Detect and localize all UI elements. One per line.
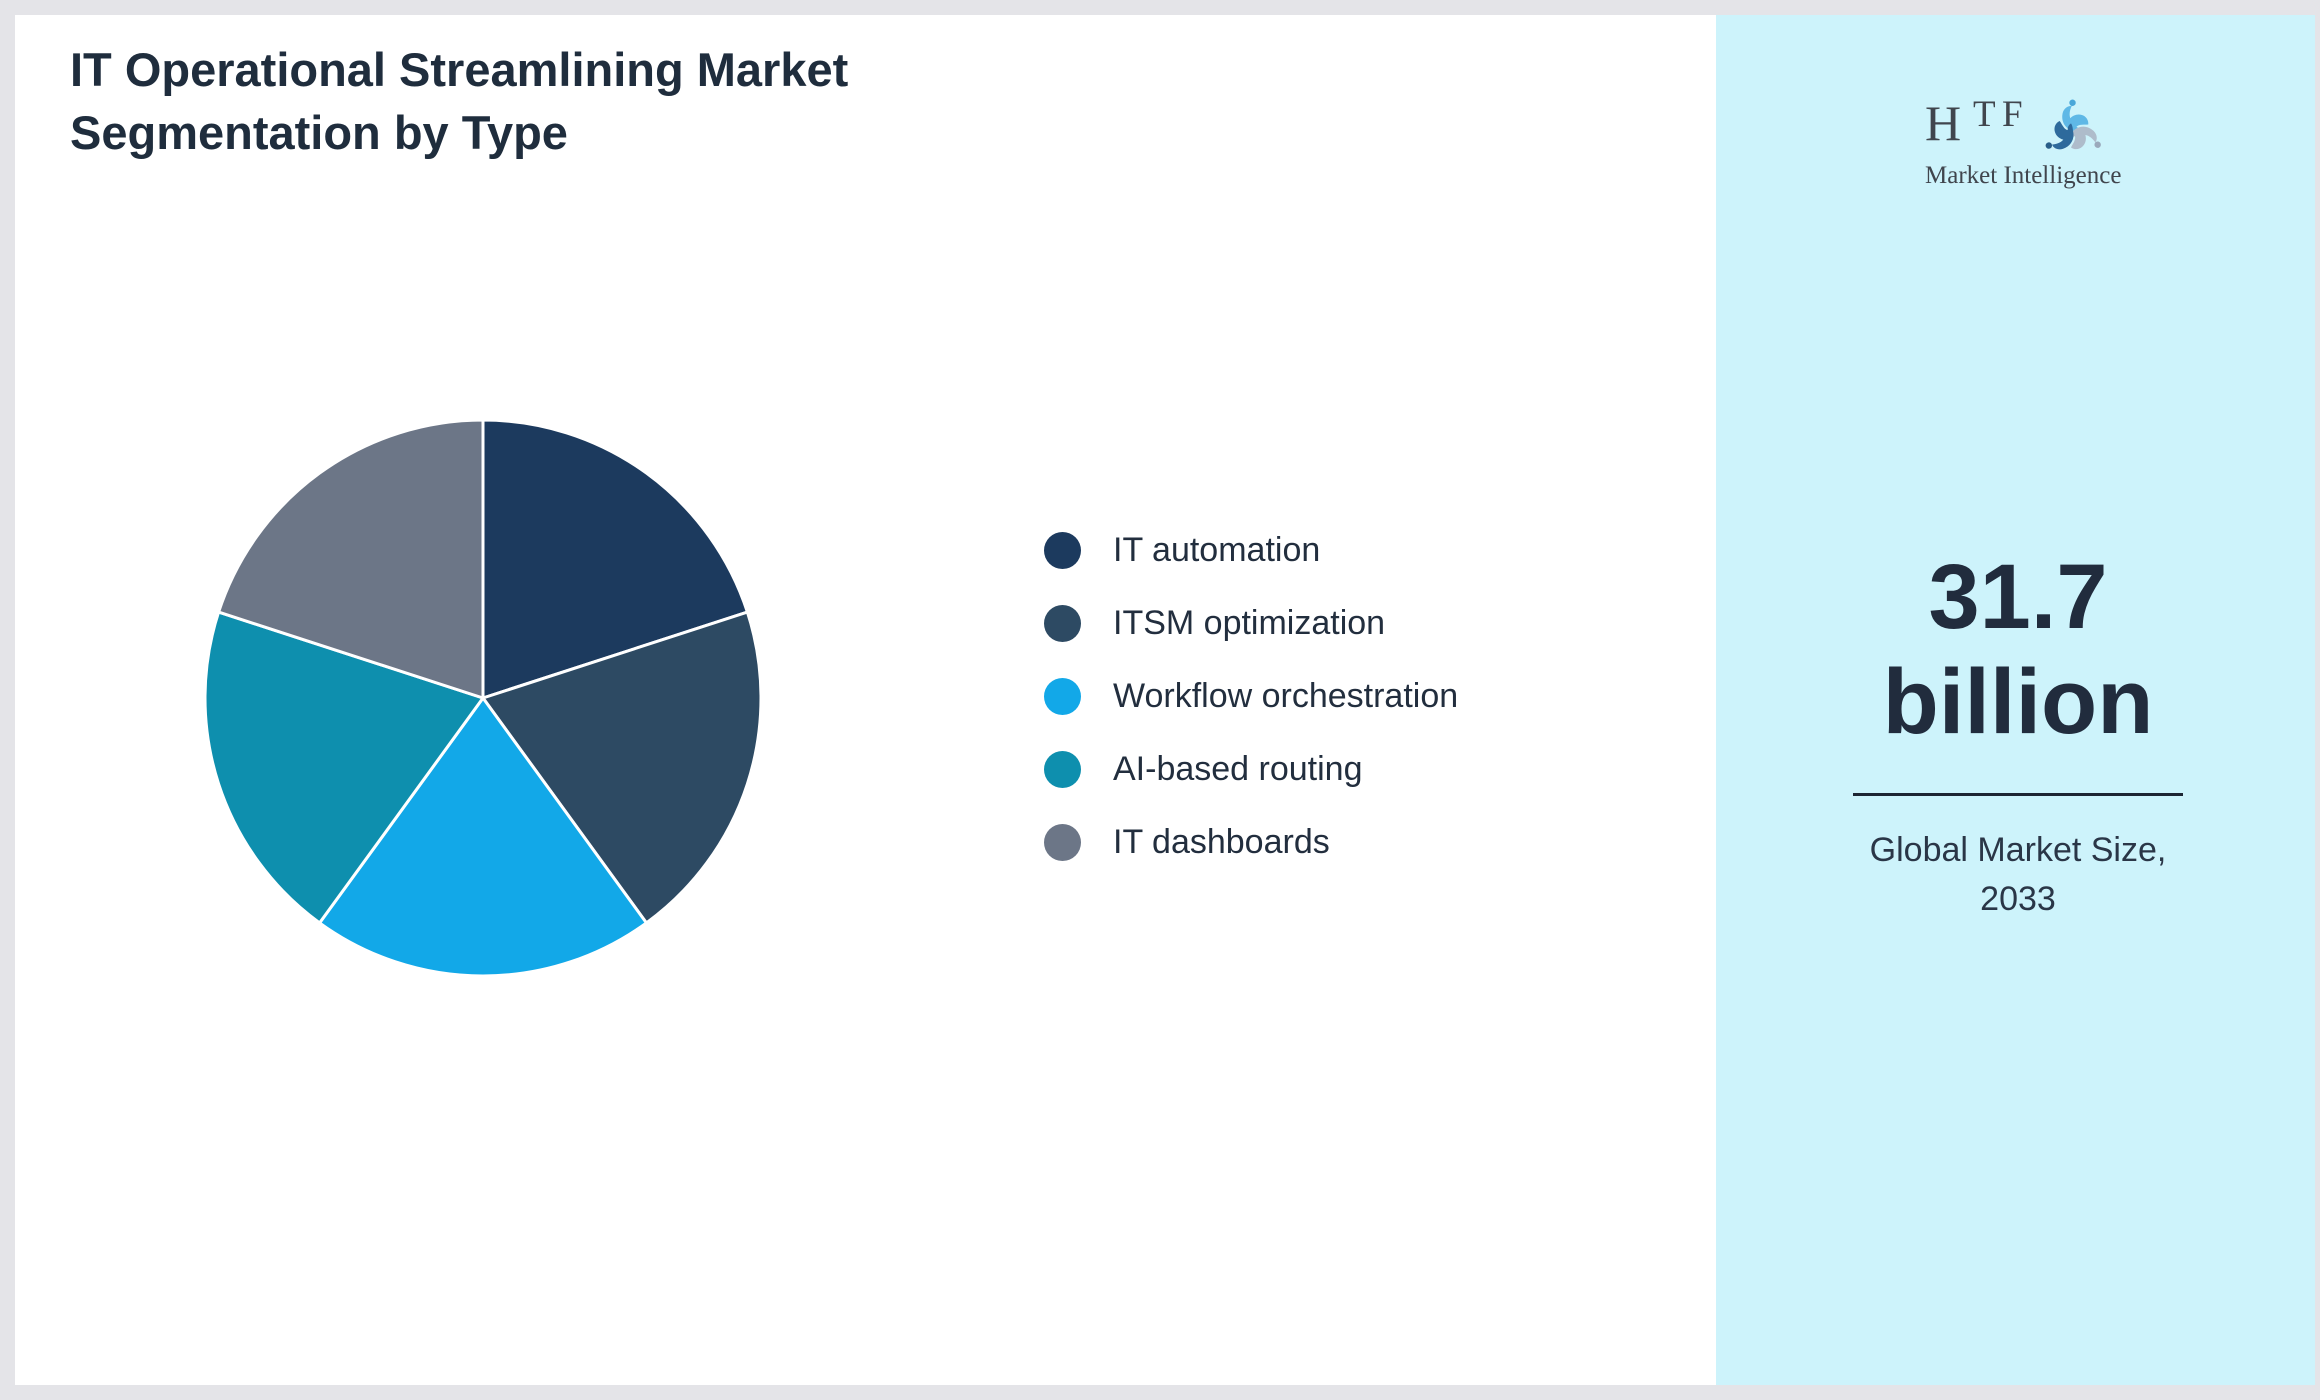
svg-text:Market Intelligence: Market Intelligence bbox=[1925, 162, 2121, 189]
svg-text:F: F bbox=[2002, 94, 2023, 135]
svg-text:T: T bbox=[1973, 94, 1996, 135]
svg-text:H: H bbox=[1925, 95, 1961, 151]
